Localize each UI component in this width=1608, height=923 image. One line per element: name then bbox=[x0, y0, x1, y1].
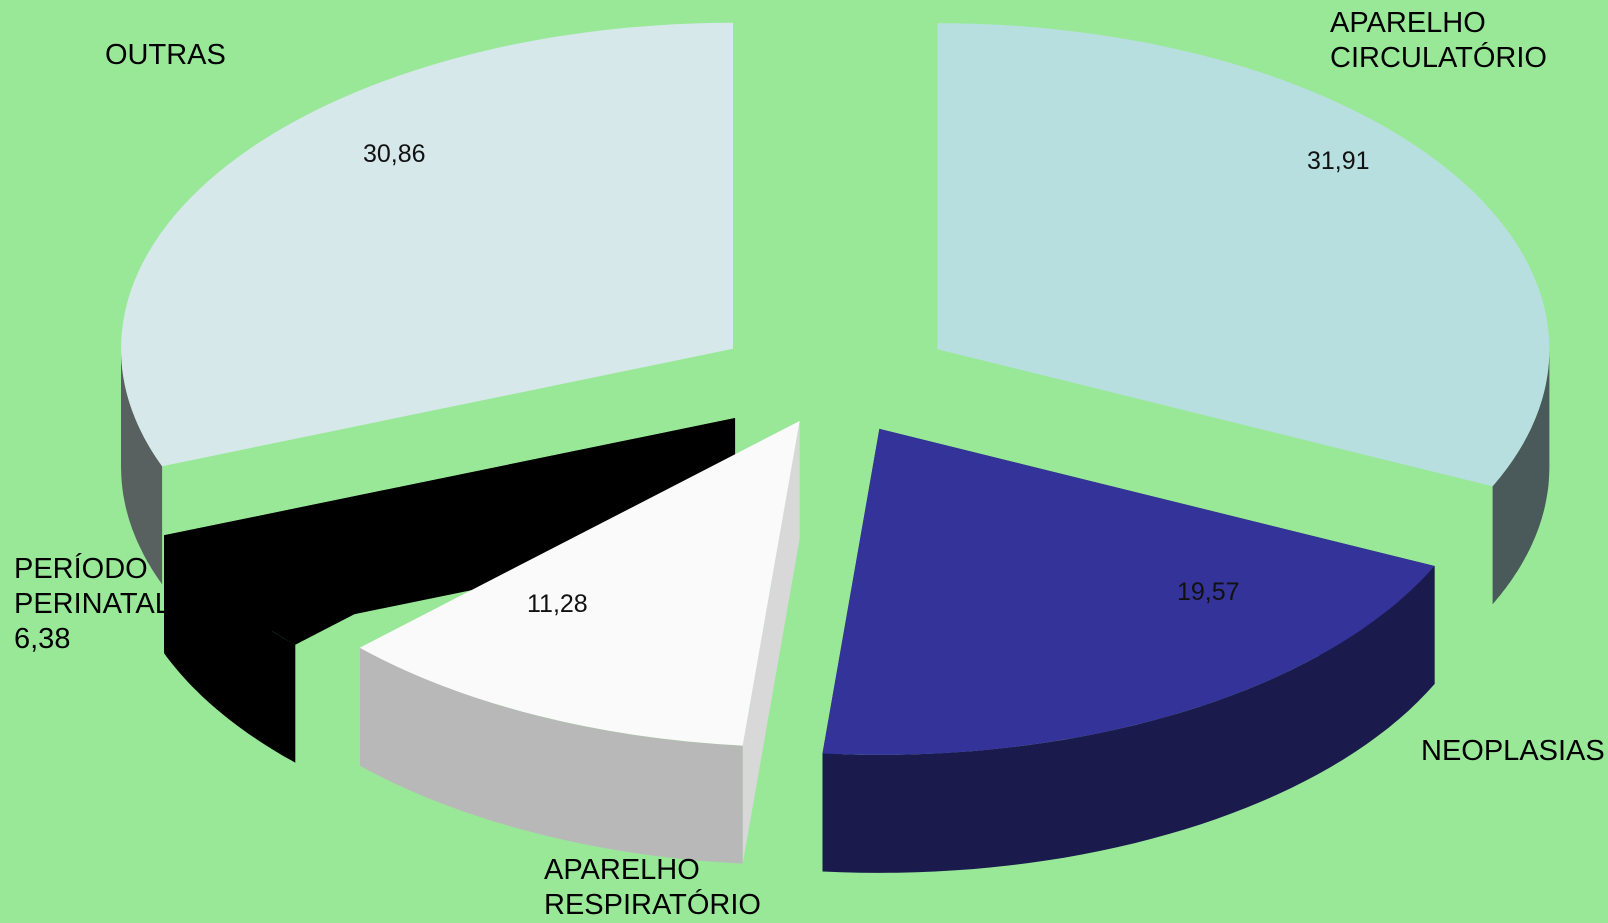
slice-label-line: RESPIRATÓRIO bbox=[544, 889, 761, 921]
pie-slice bbox=[121, 22, 733, 467]
pie-slice bbox=[822, 428, 1435, 755]
slice-value-label: 19,57 bbox=[1177, 578, 1240, 606]
slice-label-line: OUTRAS bbox=[105, 39, 226, 71]
pie-tops-layer bbox=[121, 22, 1550, 755]
pie-slice-outer-wall bbox=[164, 535, 296, 763]
slice-label-periodo-perinatal: PERÍODO PERINATAL 6,38 bbox=[14, 552, 171, 657]
slice-label-outras: OUTRAS bbox=[105, 38, 226, 73]
slice-value-label: 6,38 bbox=[14, 623, 71, 655]
slice-value-label: 11,28 bbox=[527, 590, 588, 618]
slice-label-line: CIRCULATÓRIO bbox=[1330, 42, 1547, 74]
slice-label-line: APARELHO bbox=[544, 854, 700, 886]
pie-slice bbox=[164, 418, 736, 645]
pie-slice bbox=[359, 421, 800, 746]
slice-label-line: APARELHO bbox=[1330, 7, 1486, 39]
pie-slice-outer-wall bbox=[359, 647, 743, 864]
slice-label-line: PERÍODO bbox=[14, 553, 148, 585]
slice-label-line: PERINATAL bbox=[14, 588, 171, 620]
pie-slice-outer-wall bbox=[1492, 349, 1550, 605]
pie-slice bbox=[937, 23, 1550, 487]
slice-label-line: NEOPLASIAS bbox=[1421, 735, 1605, 767]
slice-label-aparelho-respiratorio: APARELHO RESPIRATÓRIO bbox=[544, 853, 761, 923]
pie-slice-outer-wall bbox=[822, 566, 1435, 873]
slice-value-label: 30,86 bbox=[363, 140, 426, 168]
slice-label-neoplasias: NEOPLASIAS bbox=[1421, 734, 1605, 769]
slice-label-aparelho-circulatorio: APARELHO CIRCULATÓRIO bbox=[1330, 6, 1547, 76]
pie-slice-side bbox=[121, 348, 163, 585]
slice-value-label: 31,91 bbox=[1307, 147, 1370, 175]
pie-slice-side bbox=[1492, 349, 1550, 605]
pie-slice-outer-wall bbox=[121, 348, 163, 585]
